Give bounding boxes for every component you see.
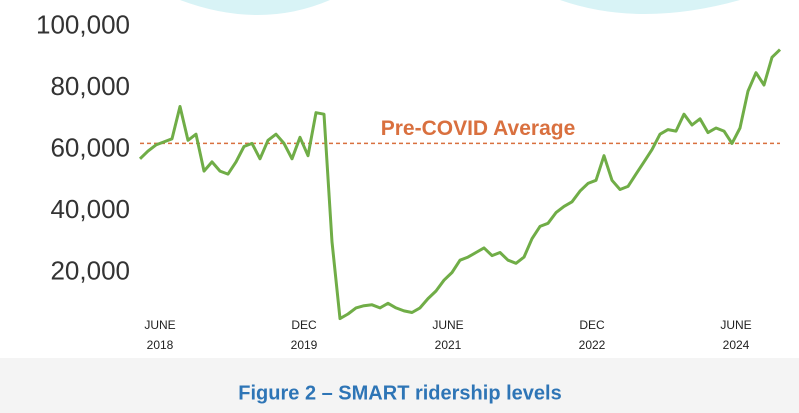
- x-tick-label: DEC: [579, 318, 605, 332]
- x-tick-label: 2021: [435, 338, 462, 352]
- caption: Figure 2 – SMART ridership levels: [238, 382, 561, 404]
- reference-label: Pre-COVID Average: [381, 117, 576, 140]
- y-tick-label: 20,000: [50, 255, 130, 285]
- x-tick-label: JUNE: [432, 318, 463, 332]
- y-tick-label: 80,000: [50, 71, 130, 101]
- x-tick-label: JUNE: [720, 318, 751, 332]
- chart: Figure 2 – SMART ridership levels 20,000…: [0, 0, 799, 413]
- x-tick-label: 2022: [579, 338, 606, 352]
- x-tick-label: JUNE: [144, 318, 175, 332]
- x-tick-label: 2019: [291, 338, 318, 352]
- x-tick-label: 2018: [147, 338, 174, 352]
- y-tick-label: 60,000: [50, 132, 130, 162]
- y-tick-label: 40,000: [50, 194, 130, 224]
- y-tick-label: 100,000: [36, 9, 130, 39]
- x-tick-label: DEC: [291, 318, 317, 332]
- x-tick-label: 2024: [723, 338, 750, 352]
